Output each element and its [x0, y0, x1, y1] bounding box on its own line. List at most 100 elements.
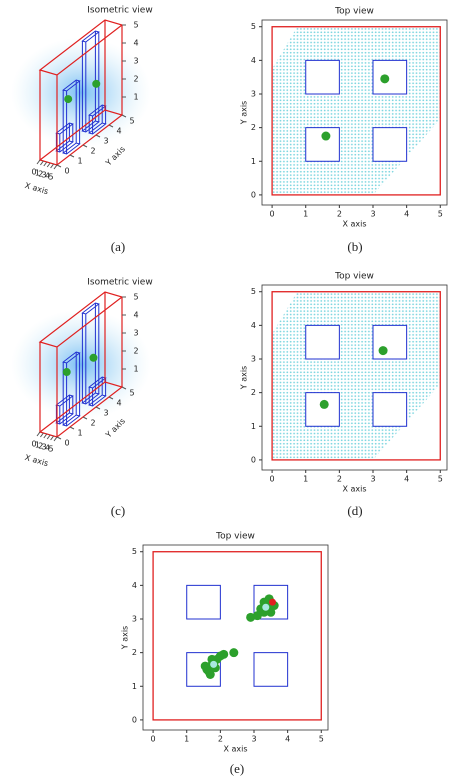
x-tick-label: 1 — [184, 735, 189, 744]
y-tick-label: 1 — [77, 157, 82, 166]
z-tick-label: 4 — [133, 39, 138, 48]
chart-title: Top view — [334, 7, 374, 17]
x-tick-label: 4 — [404, 475, 409, 484]
x-tick-label: 2 — [337, 475, 342, 484]
x-tick-label: 4 — [285, 735, 290, 744]
y-tick — [95, 134, 101, 138]
obstacle — [305, 392, 340, 427]
x-tick-label: 3 — [370, 210, 375, 219]
x-tick-label: 3 — [42, 443, 47, 452]
point — [269, 598, 276, 606]
point — [219, 649, 229, 659]
z-tick-label: 4 — [133, 311, 138, 320]
y-tick-label: 4 — [251, 56, 256, 65]
x-tick — [40, 160, 44, 166]
y-tick-label: 2 — [132, 648, 137, 657]
x-tick-label: 0 — [270, 475, 275, 484]
y-tick-label: 0 — [64, 439, 69, 448]
tower — [62, 79, 81, 155]
y-tick-label: 5 — [251, 22, 256, 31]
y-tick — [56, 436, 62, 440]
point — [205, 670, 215, 679]
x-tick — [53, 436, 58, 442]
x-tick — [43, 161, 48, 167]
obstacle — [372, 127, 408, 162]
tower — [62, 351, 81, 427]
x-tick-label: 5 — [48, 445, 53, 454]
y-axis-label: Y axis — [240, 101, 249, 125]
caption: (d) — [347, 503, 362, 518]
y-tick-label: 1 — [251, 157, 256, 166]
point — [246, 612, 256, 622]
y-axis-label: Y axis — [121, 626, 130, 650]
y-tick-label: 0 — [251, 190, 256, 199]
chart-title: Top view — [334, 272, 374, 282]
z-tick-label: 5 — [133, 293, 138, 302]
y-tick-label: 0 — [132, 715, 137, 724]
glow — [11, 309, 151, 420]
z-tick-label: 3 — [133, 329, 138, 338]
point — [266, 607, 276, 617]
x-tick — [46, 162, 51, 168]
caption: (e) — [230, 761, 244, 776]
x-tick-label: 0 — [270, 210, 275, 219]
chart-title: Top view — [215, 532, 255, 542]
y-tick-label: 3 — [251, 90, 256, 99]
x-tick-label: 5 — [319, 735, 324, 744]
point — [229, 648, 239, 658]
y-tick-label: 3 — [132, 615, 137, 624]
x-tick-label: 2 — [38, 170, 43, 179]
y-tick-label: 2 — [251, 123, 256, 132]
y-tick-label: 4 — [132, 581, 137, 590]
point — [64, 95, 73, 104]
y-tick-label: 4 — [116, 399, 121, 408]
obstacle — [372, 324, 408, 360]
y-tick — [56, 164, 62, 168]
obstacle — [305, 127, 340, 162]
x-tick-label: 4 — [45, 172, 50, 181]
y-tick — [82, 144, 88, 148]
y-tick-label: 2 — [90, 147, 95, 156]
point — [319, 399, 329, 409]
caption: (c) — [111, 503, 125, 518]
y-tick-label: 4 — [116, 127, 121, 136]
point — [89, 353, 98, 362]
y-tick-label: 1 — [251, 422, 256, 431]
x-tick — [36, 431, 41, 437]
boundary — [271, 291, 441, 461]
x-tick — [40, 432, 44, 438]
z-tick-label: 5 — [133, 21, 138, 30]
obstacle — [372, 392, 408, 427]
obstacle — [305, 324, 340, 360]
x-tick — [50, 163, 54, 169]
x-tick — [43, 433, 48, 439]
point — [380, 74, 390, 84]
x-tick-label: 0 — [31, 440, 36, 449]
field — [272, 291, 441, 460]
y-tick-label: 2 — [251, 388, 256, 397]
obstacle — [253, 652, 289, 687]
x-tick-label: 5 — [438, 210, 443, 219]
x-axis-label: X axis — [223, 745, 247, 754]
x-tick — [53, 164, 58, 170]
y-tick — [121, 386, 127, 390]
x-tick-label: 2 — [337, 210, 342, 219]
obstacle — [305, 59, 340, 95]
y-tick — [108, 124, 114, 128]
boundary — [152, 551, 322, 721]
y-tick-label: 0 — [251, 455, 256, 464]
y-tick-label: 5 — [129, 389, 134, 398]
x-tick-label: 4 — [404, 210, 409, 219]
y-tick — [69, 426, 75, 430]
y-tick-label: 0 — [64, 167, 69, 176]
x-tick-label: 5 — [438, 475, 443, 484]
point — [200, 661, 210, 671]
y-tick-label: 3 — [103, 137, 108, 146]
obstacle — [186, 584, 221, 620]
y-tick — [95, 406, 101, 410]
x-tick-label: 3 — [42, 171, 47, 180]
x-tick-label: 5 — [48, 173, 53, 182]
point — [262, 603, 270, 611]
point — [321, 131, 331, 141]
x-tick-label: 2 — [218, 735, 223, 744]
